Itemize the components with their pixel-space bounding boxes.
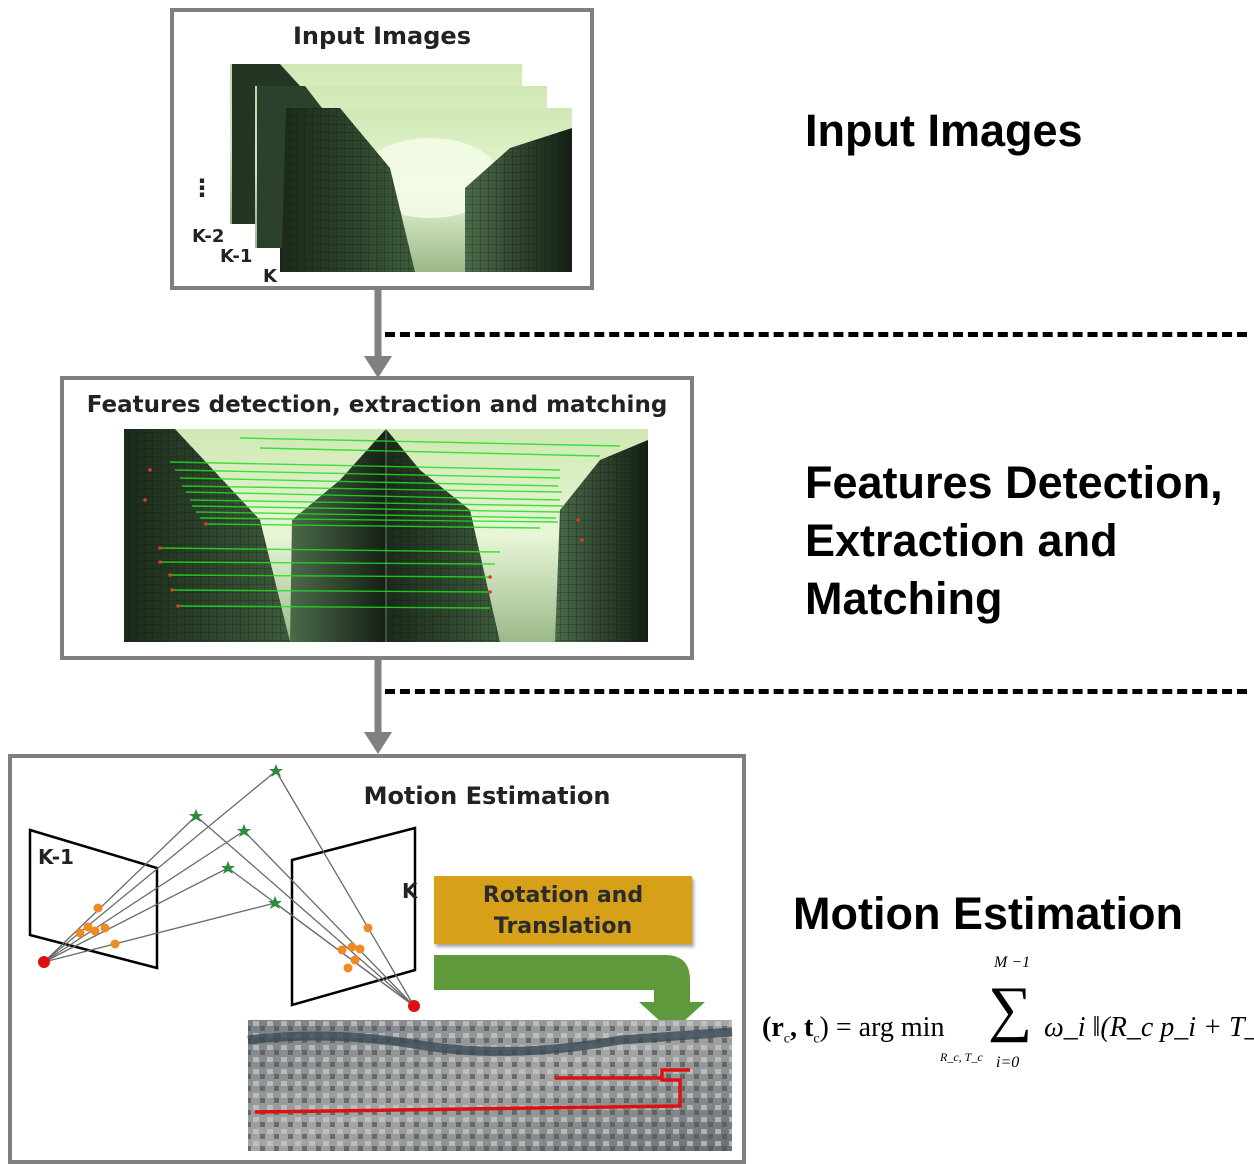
match-lines <box>159 437 621 609</box>
eq-lhs: (rc, tc) = arg min <box>762 1012 945 1047</box>
side-label-features-line-3: Matching <box>805 573 1003 624</box>
input-frame-k <box>280 108 572 272</box>
eq-sum-symbol: ∑ <box>988 975 1033 1043</box>
motion-equation: (rc, tc) = arg min R_c, T_c M −1 ∑ i=0 ω… <box>762 950 1254 1090</box>
separator-1 <box>385 332 1247 337</box>
side-label-input-images: Input Images <box>805 105 1083 156</box>
motion-geometry: K-1 K <box>28 764 420 1012</box>
camera-plane-k <box>290 826 417 1007</box>
feature-keypoints <box>143 468 584 608</box>
rotation-translation-line-2: Translation <box>493 914 633 939</box>
aerial-trajectory-map <box>247 1020 733 1151</box>
input-frame-stack <box>230 64 572 272</box>
feature-matching-image <box>124 429 648 642</box>
rotation-translation-box: Rotation and Translation <box>434 876 692 944</box>
eq-min-subscript: R_c, T_c <box>940 1050 983 1064</box>
separator-2 <box>385 689 1247 694</box>
frame-label-k-2: K-2 <box>192 226 224 247</box>
motion-estimation-box-title: Motion Estimation <box>363 782 611 810</box>
camera-label-k-1: K-1 <box>38 845 74 869</box>
estimated-trajectory <box>254 1068 690 1114</box>
feature-matching-box-title: Features detection, extraction and match… <box>86 392 668 418</box>
camera-plane-k-1 <box>28 828 159 970</box>
side-label-features-line-1: Features Detection, <box>805 457 1223 508</box>
eq-sum-upper: M −1 <box>994 954 1031 971</box>
frame-label-k-1: K-1 <box>220 246 252 267</box>
camera-label-k: K <box>402 879 419 903</box>
feature-matching-panel: Features detection, extraction and match… <box>60 376 694 660</box>
input-images-box-title: Input Images <box>293 22 471 50</box>
flow-arrow-1 <box>364 290 392 378</box>
frame-label-k: K <box>263 266 278 287</box>
camera-center-k-1 <box>38 956 50 968</box>
side-label-features-line-2: Extraction and <box>805 515 1118 566</box>
flow-arrow-2 <box>364 660 392 754</box>
rotation-translation-line-1: Rotation and <box>482 883 644 908</box>
world-points <box>189 764 283 909</box>
frames-ellipsis: ⋮ <box>190 174 214 202</box>
eq-sum-lower: i=0 <box>996 1054 1020 1071</box>
motion-estimation-panel: Motion Estimation <box>8 754 746 1164</box>
camera-center-k <box>408 1000 420 1012</box>
eq-body: ω_i ‖(R_c p_i + T_c) − <box>1044 1012 1254 1043</box>
trajectory-arrow <box>434 955 705 1032</box>
image-feature-points <box>75 903 373 973</box>
side-label-features: Features Detection, Extraction and Match… <box>805 454 1223 628</box>
side-label-motion: Motion Estimation <box>793 888 1183 939</box>
